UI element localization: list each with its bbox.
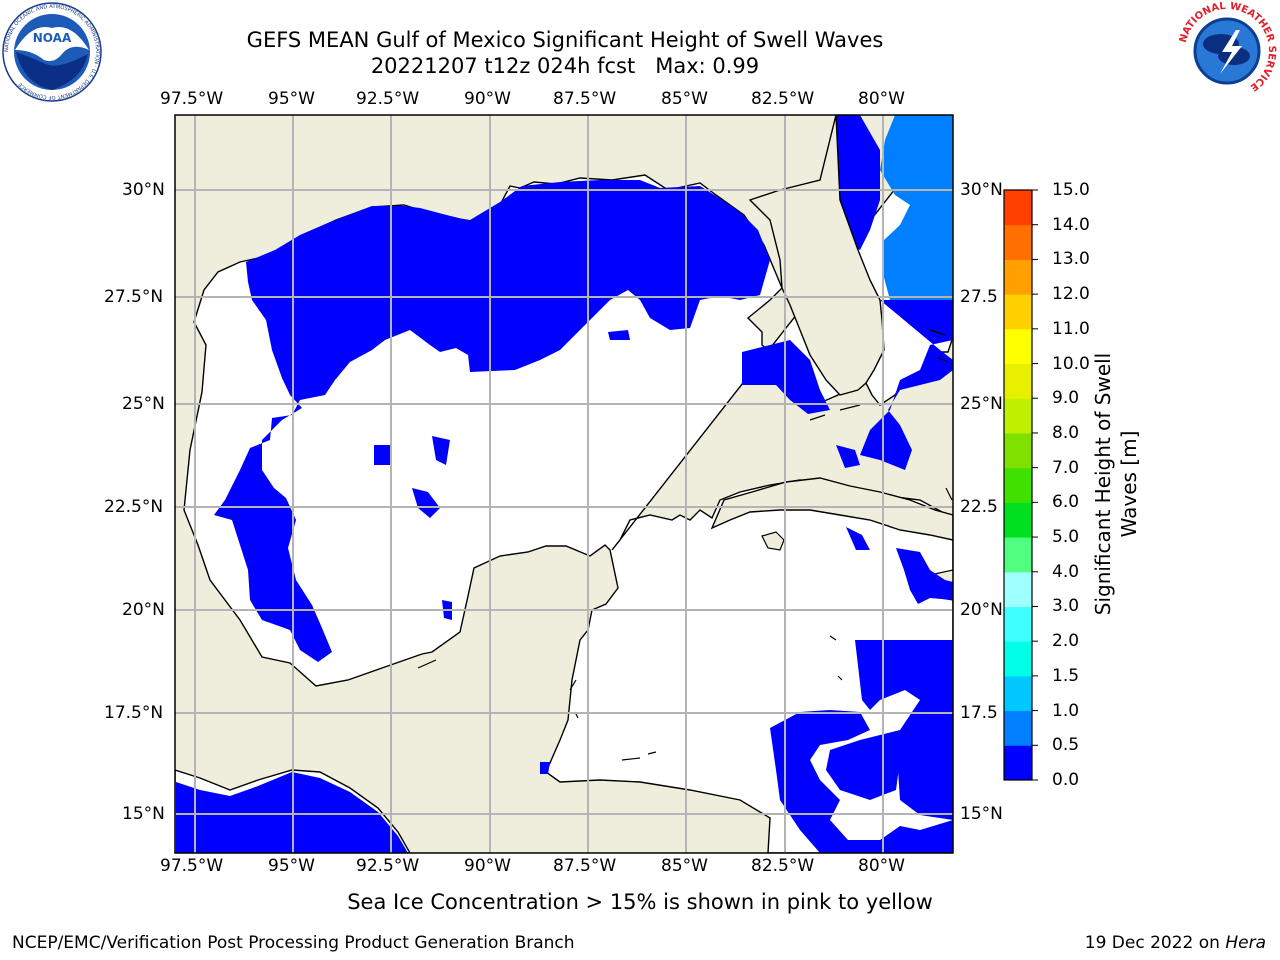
lon-label-bottom: 97.5°W [160, 856, 224, 876]
colorbar-segment [1004, 259, 1032, 295]
lon-label-top: 92.5°W [356, 89, 420, 109]
footer-branch: NCEP/EMC/Verification Post Processing Pr… [12, 933, 575, 953]
lat-label-left: 25°N [122, 394, 165, 414]
colorbar-tick-label: 6.0 [1052, 492, 1080, 513]
lon-label-top: 80°W [858, 89, 905, 109]
colorbar-segment [1004, 432, 1032, 469]
lon-label-bottom: 85°W [661, 856, 708, 876]
colorbar-segment [1004, 745, 1032, 781]
lon-label-bottom: 87.5°W [553, 856, 617, 876]
map-gridlines [175, 115, 953, 853]
colorbar-tick-label: 15.0 [1052, 180, 1090, 200]
colorbar-tick-label: 12.0 [1052, 284, 1090, 305]
colorbar-segment [1004, 190, 1032, 226]
colorbar-tick-label: 8.0 [1052, 422, 1080, 443]
lat-label-right: 20°N [960, 600, 1003, 620]
colorbar-tick-label: 4.0 [1052, 561, 1080, 582]
colorbar-segment [1004, 363, 1032, 399]
colorbar-tick-label: 11.0 [1052, 318, 1090, 339]
colorbar-tick-label: 10.0 [1052, 353, 1090, 374]
lon-label-top: 97.5°W [160, 89, 224, 109]
colorbar-tick-label: 3.0 [1052, 596, 1080, 617]
colorbar-segment [1004, 641, 1032, 677]
lon-label-top: 87.5°W [553, 89, 617, 109]
colorbar-tick-label: 0.5 [1052, 735, 1080, 756]
lat-label-right: 22.5 [960, 497, 998, 517]
lat-label-right: 17.5 [960, 703, 998, 723]
lat-label-left: 17.5°N [104, 703, 164, 723]
colorbar-tick-label: 2.0 [1052, 631, 1080, 652]
swell-0.5-1.0-region [880, 115, 953, 300]
colorbar-tick-label: 0.0 [1052, 770, 1080, 790]
nws-logo-icon: NATIONAL WEATHER SERVICE [1177, 1, 1277, 101]
lat-label-right: 30°N [960, 180, 1003, 200]
colorbar-tick-label: 7.0 [1052, 457, 1080, 478]
colorbar-segment [1004, 710, 1032, 746]
noaa-logo-text: NOAA [33, 31, 72, 45]
colorbar-tick-label: 5.0 [1052, 527, 1080, 548]
lat-label-left: 15°N [122, 804, 165, 824]
lat-label-left: 27.5°N [104, 287, 164, 307]
sea-ice-caption: Sea Ice Concentration > 15% is shown in … [347, 890, 933, 914]
colorbar-tick-label: 9.0 [1052, 388, 1080, 409]
florida-peninsula [748, 115, 885, 396]
swell-0-0.5-regions [176, 115, 953, 853]
isle-of-youth [761, 531, 785, 551]
lat-label-right: 15°N [960, 804, 1003, 824]
colorbar-segment [1004, 502, 1032, 538]
lon-label-bottom: 92.5°W [356, 856, 420, 876]
noaa-logo-icon: NATIONAL OCEANIC AND ATMOSPHERIC ADMINIS… [2, 2, 102, 102]
colorbar-segment [1004, 537, 1032, 573]
colorbar-tick-label: 1.5 [1052, 665, 1080, 686]
colorbar-tick-label: 1.0 [1052, 700, 1080, 721]
lon-label-bottom: 90°W [464, 856, 511, 876]
colorbar-segment [1004, 675, 1032, 712]
colorbar-segment [1004, 571, 1032, 607]
colorbar-frame [1003, 189, 1033, 781]
colorbar-tick-label: 14.0 [1052, 214, 1090, 235]
lon-label-top: 90°W [464, 89, 511, 109]
colorbar-segment [1004, 224, 1032, 260]
island-outlines [417, 329, 953, 761]
lon-label-bottom: 80°W [858, 856, 905, 876]
lat-label-left: 20°N [122, 600, 165, 620]
lon-label-top: 95°W [268, 89, 315, 109]
lat-label-right: 27.5 [960, 287, 998, 307]
colorbar-segment [1004, 294, 1032, 330]
colorbar-segment [1004, 467, 1032, 503]
colorbar-segment [1004, 328, 1032, 365]
lon-label-top: 82.5°W [751, 89, 815, 109]
lon-label-bottom: 95°W [268, 856, 315, 876]
lon-label-top: 85°W [661, 89, 708, 109]
colorbar-segment [1004, 606, 1032, 642]
lat-label-left: 22.5°N [104, 497, 164, 517]
colorbar-tick-label: 13.0 [1052, 249, 1090, 270]
colorbar-segment [1004, 398, 1032, 434]
chart-subtitle: 20221207 t12z 024h fcst Max: 0.99 [370, 54, 760, 78]
lat-label-left: 30°N [122, 180, 165, 200]
lon-label-bottom: 82.5°W [751, 856, 815, 876]
map-frame [174, 114, 954, 854]
colorbar [1003, 189, 1038, 781]
chart-title: GEFS MEAN Gulf of Mexico Significant Hei… [246, 28, 884, 52]
footer-date: 19 Dec 2022 on Hera [1084, 933, 1266, 953]
lat-label-right: 25°N [960, 394, 1003, 414]
